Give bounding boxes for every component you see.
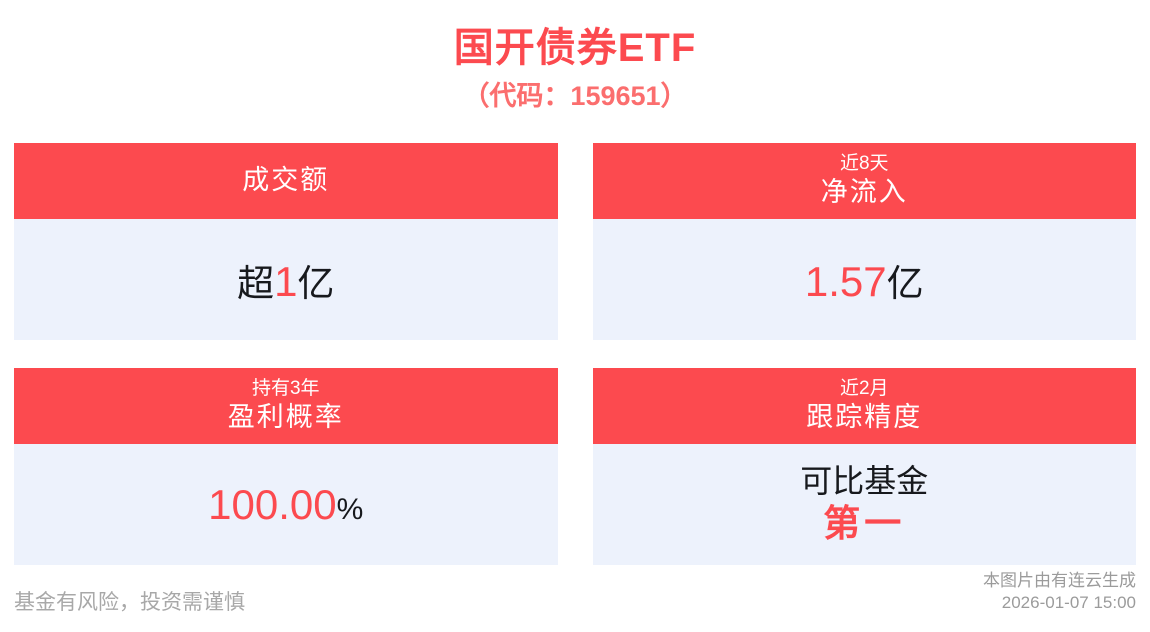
- value-rank: 第一: [823, 503, 906, 545]
- card-tracking-accuracy-value: 可比基金 第一: [592, 444, 1136, 565]
- card-metric-label: 盈利概率: [227, 402, 344, 433]
- value-unit: 亿: [886, 262, 924, 304]
- metric-cards-grid: 成交额 超1亿 近8天 净流入 1.57亿 持有3年 盈利概率 100.00% …: [14, 143, 1136, 565]
- card-tracking-accuracy: 近2月 跟踪精度 可比基金 第一: [592, 368, 1136, 565]
- value-unit: 亿: [297, 262, 335, 304]
- card-net-inflow: 近8天 净流入 1.57亿: [592, 143, 1136, 340]
- fund-code: （代码：159651）: [462, 81, 688, 111]
- value-unit: %: [336, 492, 364, 526]
- value-number: 1.57: [804, 257, 887, 305]
- card-metric-label: 净流入: [820, 177, 908, 208]
- value-stack: 可比基金 第一: [800, 463, 928, 545]
- card-turnover-header: 成交额: [14, 143, 558, 219]
- card-profit-probability-header: 持有3年 盈利概率: [14, 368, 558, 444]
- value-prefix: 超: [237, 262, 275, 304]
- value-context: 可比基金: [800, 463, 929, 500]
- value-line: 100.00%: [208, 481, 363, 529]
- credit-line: 本图片由有连云生成: [983, 570, 1136, 590]
- card-turnover-value: 超1亿: [14, 219, 558, 340]
- card-period-label: 近8天: [839, 152, 889, 174]
- card-net-inflow-value: 1.57亿: [592, 219, 1136, 340]
- watermark-credit: 本图片由有连云生成 2026-01-07 15:00: [983, 570, 1136, 614]
- card-turnover: 成交额 超1亿: [14, 143, 558, 340]
- card-tracking-accuracy-header: 近2月 跟踪精度: [592, 368, 1136, 444]
- card-net-inflow-header: 近8天 净流入: [592, 143, 1136, 219]
- page-title: 国开债券ETF: [453, 26, 697, 70]
- timestamp: 2026-01-07 15:00: [1001, 592, 1136, 612]
- value-line: 超1亿: [237, 253, 334, 307]
- value-number: 1: [274, 257, 298, 305]
- card-metric-label: 跟踪精度: [806, 402, 923, 433]
- card-metric-label: 成交额: [242, 165, 330, 196]
- card-period-label: 持有3年: [251, 377, 320, 399]
- card-profit-probability: 持有3年 盈利概率 100.00%: [14, 368, 558, 565]
- value-number: 100.00: [208, 480, 337, 528]
- card-profit-probability-value: 100.00%: [14, 444, 558, 565]
- risk-disclaimer: 基金有风险，投资需谨慎: [14, 591, 245, 614]
- value-line: 1.57亿: [805, 253, 924, 307]
- card-period-label: 近2月: [839, 377, 889, 399]
